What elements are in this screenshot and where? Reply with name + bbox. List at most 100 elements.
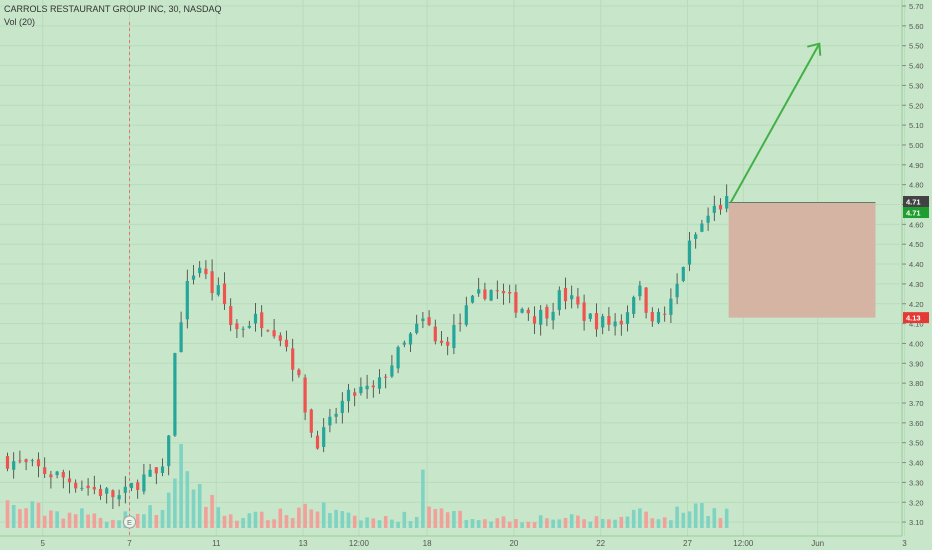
candle-body [576,296,580,305]
volume-bar [5,500,10,528]
time-tick-label: 5 [40,539,45,548]
volume-bar [644,511,648,528]
volume-bar [241,518,245,528]
volume-bar [328,513,332,528]
volume-bar [36,502,41,528]
candle-body [5,456,10,469]
target-arrow-head [807,42,822,56]
volume-bars [5,444,729,528]
candle-body [625,312,630,324]
candle-body [67,478,72,483]
price-tick-label: 3.40 [909,459,924,468]
volume-bar [204,506,208,528]
volume-bar [173,478,177,528]
volume-bar [259,511,264,528]
volume-bar [594,516,599,528]
price-tick-label: 4.20 [909,300,924,309]
price-tick-label: 3.80 [909,379,924,388]
candle-body [532,316,537,324]
position-tool[interactable] [728,42,876,318]
time-tick-label: 3 [902,539,907,548]
candle-body [160,466,165,474]
volume-bar [49,510,53,528]
candle-body [291,348,295,370]
candle-body [384,376,388,378]
time-tick-label: 13 [299,539,308,548]
candle-body [718,205,723,210]
time-tick-label: 18 [423,539,432,548]
time-axis[interactable]: 5 7 11 13 12:00 18 20 22 27 12:00 Jun 3 [0,535,907,548]
candle-body [61,472,65,478]
candle-body [185,281,189,320]
candle-body [725,196,729,209]
volume-bar [284,515,289,528]
volume-bar [185,471,190,528]
volume-bar [408,521,413,528]
earnings-marker-circle[interactable] [123,515,136,529]
candle-body [154,467,158,474]
volume-bar [383,515,388,528]
volume-bar [160,509,165,528]
target-arrow[interactable] [729,43,821,204]
volume-bar [650,518,655,528]
candle-body [681,266,685,281]
candle-body [594,313,599,330]
volume-bar [346,512,351,528]
volume-bar [73,514,78,528]
candle-body [675,283,679,298]
volume-bar [111,519,115,528]
volume-bar [625,516,630,528]
volume-bar [179,444,183,528]
candle-body [198,267,202,274]
volume-bar [669,520,673,528]
candle-body [24,459,28,463]
volume-bar [390,519,394,528]
price-tick-label: 3.20 [909,498,924,507]
volume-bar [563,517,568,528]
candle-body [712,205,716,213]
volume-bar [687,511,692,528]
candle-body [638,285,642,297]
price-tick-label: 3.90 [909,359,924,368]
candle-body [30,460,34,462]
volume-bar [352,515,357,528]
candle-body [111,490,115,498]
price-axis[interactable]: 5.70 5.60 5.50 5.40 5.30 5.20 5.10 5.00 4.90 4.80… [901,0,924,536]
candle-body [427,317,431,325]
candle-body [694,234,698,239]
volume-bar [365,517,369,528]
volume-bar [470,519,475,528]
volume-bar [80,508,84,528]
volume-bar [433,509,438,528]
candle-body [520,308,524,313]
earnings-marker[interactable]: E [123,515,136,529]
volume-bar [334,509,338,528]
candle-body [644,287,648,313]
volume-bar [452,511,456,528]
candle-body [86,485,90,489]
candle-body [315,435,320,449]
price-tag-current: 4.71 [906,209,921,218]
price-tag-last-bg [903,196,929,208]
candle-body [439,340,444,343]
price-tick-label: 4.00 [909,339,924,348]
candle-body [588,313,592,319]
volume-bar [576,515,580,528]
candle-body [687,240,692,265]
candle-body [365,385,369,390]
time-tick-label: 22 [596,539,605,548]
candle-body [433,326,437,342]
volume-bar [421,469,425,528]
stop-loss-box[interactable] [728,202,876,318]
volume-indicator-label: Vol (20) [4,17,36,27]
volume-bar [321,502,326,528]
candlesticks [5,184,729,510]
candle-body [173,353,177,436]
candle-body [390,365,394,377]
price-tick-label: 5.10 [909,121,924,130]
volume-bar [439,508,444,528]
price-tick-label: 5.50 [909,42,924,51]
candle-body [284,339,289,347]
